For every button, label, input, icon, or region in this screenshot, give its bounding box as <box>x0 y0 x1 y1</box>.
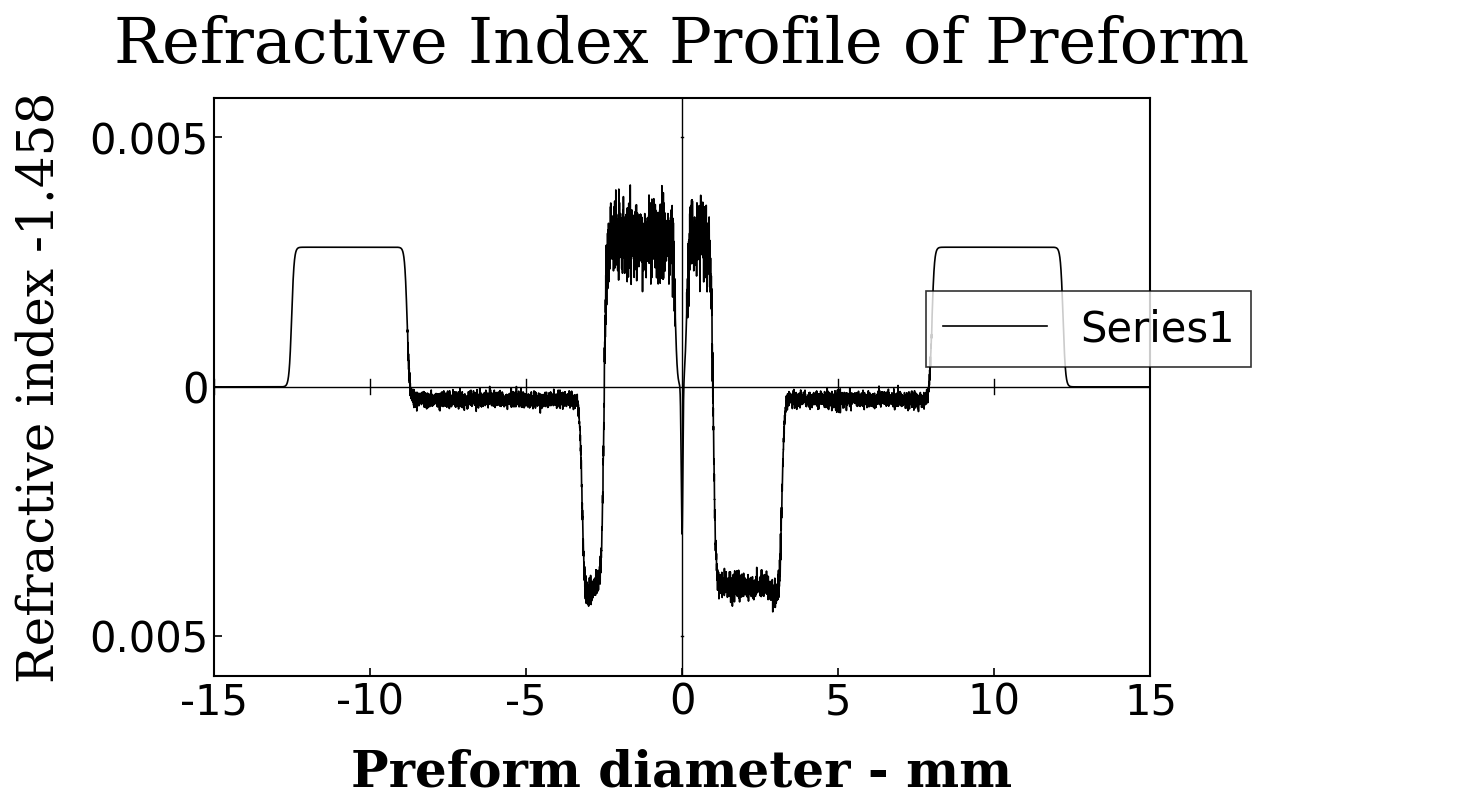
Legend: Series1: Series1 <box>925 292 1251 367</box>
X-axis label: Preform diameter - mm: Preform diameter - mm <box>351 748 1011 797</box>
Series1 <box>244 382 261 392</box>
Series1 <box>621 180 639 190</box>
Title: Refractive Index Profile of Preform: Refractive Index Profile of Preform <box>115 15 1249 76</box>
Series1 <box>204 382 222 392</box>
Series1 <box>763 607 781 617</box>
Line: Series1: Series1 <box>213 185 1149 612</box>
Series1 <box>261 382 279 392</box>
Series1 <box>1141 382 1158 392</box>
Series1 <box>208 382 226 392</box>
Series1 <box>1092 382 1110 392</box>
Series1 <box>662 222 680 232</box>
Y-axis label: Refractive index -1.458: Refractive index -1.458 <box>15 92 65 683</box>
Series1 <box>388 243 405 253</box>
